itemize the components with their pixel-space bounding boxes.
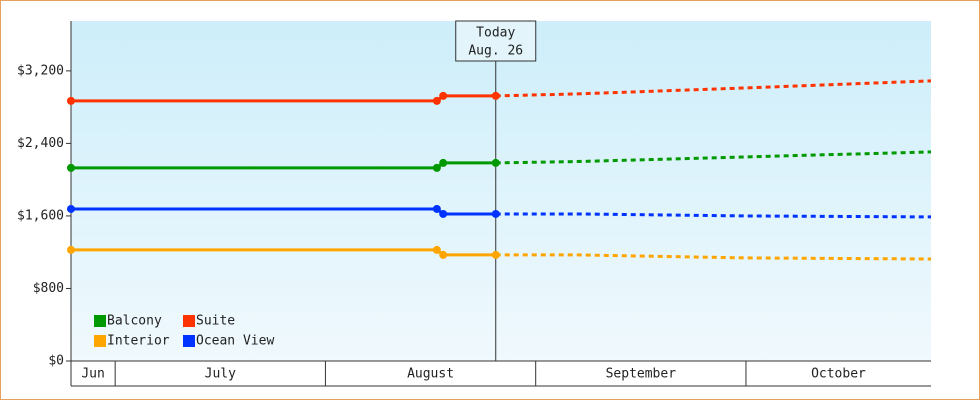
data-point [439,158,448,167]
data-point [432,204,441,213]
data-point [67,163,75,172]
data-point [439,209,448,218]
legend-label: Ocean View [196,334,274,349]
plot-area [71,21,931,361]
x-tick-label: October [811,367,866,382]
data-point [439,250,448,259]
series-forecast-line [495,253,932,261]
data-point [432,163,441,172]
data-point [67,96,75,105]
series-line [71,248,496,257]
y-tick-label: $0 [48,354,64,369]
legend-swatch [94,335,106,347]
data-point [67,204,75,213]
data-point [432,96,441,105]
y-tick-label: $3,200 [17,63,64,78]
data-point [432,245,441,254]
data-point [439,91,448,100]
today-date: Aug. 26 [468,44,523,59]
legend-label: Balcony [107,314,162,329]
data-point [491,250,500,259]
today-label: Today [476,26,515,41]
legend-label: Interior [107,334,170,349]
x-tick-label: July [205,367,236,382]
series-forecast-line [495,79,932,98]
data-point [491,209,500,218]
data-point [67,245,75,254]
legend-swatch [183,335,195,347]
y-tick-label: $2,400 [17,136,64,151]
x-tick-label: September [606,367,677,382]
series-forecast-line [495,150,932,165]
series-forecast-line [495,212,932,219]
legend-swatch [183,315,195,327]
data-point [491,158,500,167]
legend-label: Suite [196,314,235,329]
series-line [71,207,496,216]
series-line [71,94,496,103]
data-point [491,91,500,100]
y-tick-label: $1,600 [17,208,64,223]
y-tick-label: $800 [33,281,64,296]
x-tick-label: Jun [81,367,104,382]
today-box [455,20,537,62]
x-tick-label: August [407,367,454,382]
legend-swatch [94,315,106,327]
series-line [71,161,496,170]
